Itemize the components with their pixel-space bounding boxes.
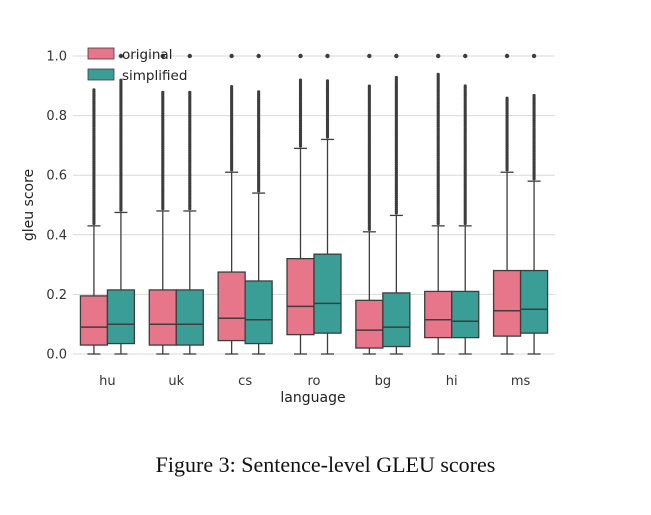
- outlier-point: [505, 96, 509, 100]
- y-tick-label: 0.4: [46, 228, 67, 243]
- outlier-point: [161, 90, 165, 94]
- outlier-point: [367, 84, 371, 88]
- box-iqr: [519, 269, 549, 334]
- x-axis-label: language: [280, 390, 345, 406]
- y-axis-label: gleu score: [21, 169, 37, 241]
- box-simplified-bg: [382, 53, 411, 355]
- outlier-max-point: [531, 53, 537, 59]
- x-tick-label: uk: [168, 374, 184, 389]
- figure-caption: Figure 3: Sentence-level GLEU scores: [155, 452, 496, 477]
- box-simplified-hi: [451, 53, 480, 355]
- y-tick-label: 0.2: [46, 288, 67, 303]
- box-iqr: [355, 299, 384, 349]
- box-iqr: [217, 271, 246, 342]
- outlier-max-point: [160, 53, 165, 59]
- x-tick-label: hu: [99, 374, 115, 389]
- box-iqr: [175, 289, 204, 346]
- legend-label-simplified: simplified: [122, 68, 187, 84]
- box-original-hi: [424, 53, 453, 355]
- box-iqr: [492, 269, 522, 337]
- box-simplified-hu: [106, 53, 136, 355]
- outlier-max-point: [463, 53, 468, 59]
- outlier-max-point: [504, 53, 510, 59]
- x-tick-label: ms: [511, 374, 531, 389]
- outlier-point: [532, 93, 536, 98]
- outlier-point: [436, 72, 440, 76]
- outlier-max-point: [394, 53, 399, 59]
- box-original-bg: [355, 53, 384, 355]
- x-axis-ticks: hu uk cs ro bg hi ms: [99, 374, 530, 389]
- y-tick-label: 0.0: [46, 348, 67, 363]
- box-original-uk: [148, 53, 177, 355]
- outlier-max-point: [118, 53, 124, 59]
- y-tick-label: 0.6: [46, 169, 67, 184]
- box-iqr: [382, 292, 411, 348]
- outlier-max-point: [298, 53, 303, 59]
- box-plots: [79, 53, 549, 355]
- box-simplified-ro: [313, 53, 342, 355]
- box-iqr: [106, 289, 136, 345]
- outlier-point: [119, 78, 123, 82]
- legend: original simplified: [87, 47, 187, 84]
- x-tick-label: cs: [238, 374, 252, 389]
- outlier-max-point: [187, 53, 192, 59]
- box-iqr: [244, 280, 273, 345]
- outlier-point: [92, 88, 96, 92]
- x-tick-label: bg: [375, 374, 392, 389]
- x-tick-label: hi: [446, 374, 458, 389]
- outlier-point: [230, 84, 234, 89]
- outlier-max-point: [367, 53, 372, 59]
- y-tick-label: 0.8: [46, 109, 67, 124]
- outlier-max-point: [436, 53, 441, 59]
- outlier-max-point: [256, 53, 261, 59]
- box-iqr: [451, 290, 480, 339]
- x-tick-label: ro: [307, 374, 320, 389]
- box-original-ro: [286, 53, 315, 355]
- box-simplified-ms: [519, 53, 549, 355]
- box-simplified-uk: [175, 53, 204, 355]
- outlier-point: [394, 75, 398, 80]
- box-iqr: [424, 290, 453, 339]
- outlier-point: [298, 78, 303, 82]
- box-iqr: [286, 257, 315, 336]
- box-original-hu: [79, 53, 109, 355]
- outlier-point: [188, 90, 192, 94]
- box-iqr: [313, 253, 342, 334]
- outlier-max-point: [325, 53, 330, 59]
- box-original-ms: [492, 53, 522, 355]
- y-axis-ticks: 0.0 0.2 0.4 0.6 0.8 1.0: [46, 50, 67, 363]
- box-original-cs: [217, 53, 246, 355]
- outlier-point: [325, 79, 330, 83]
- box-iqr: [148, 289, 177, 346]
- legend-swatch-simplified: [87, 68, 115, 81]
- legend-label-original: original: [122, 47, 172, 63]
- legend-swatch-original: [87, 47, 115, 60]
- outlier-point: [463, 84, 467, 88]
- gleu-boxplot-chart: 0.0 0.2 0.4 0.6 0.8 1.0 hu uk cs ro bg hi ms origin…: [21, 47, 555, 406]
- box-simplified-cs: [244, 53, 273, 355]
- outlier-point: [257, 90, 261, 94]
- outlier-max-point: [229, 53, 234, 59]
- y-tick-label: 1.0: [46, 50, 67, 65]
- box-iqr: [79, 295, 109, 346]
